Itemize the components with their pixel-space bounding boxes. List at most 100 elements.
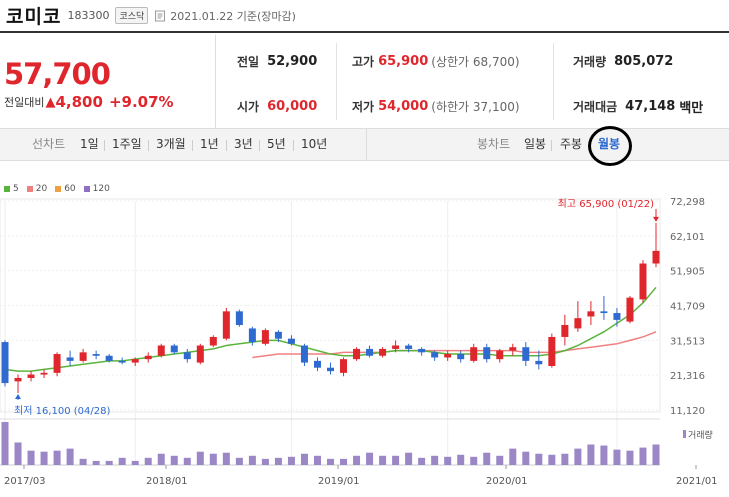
volume-label: 거래량 <box>688 429 713 441</box>
stat-amount-label: 거래대금 <box>573 99 618 114</box>
document-icon <box>155 10 166 21</box>
tab-line-1y[interactable]: 1년 <box>200 137 219 151</box>
volume-bar <box>1 422 9 465</box>
change-percent: +9.07% <box>108 93 174 111</box>
stat-open-value: 60,000 <box>267 98 318 114</box>
volume-bar <box>431 455 439 465</box>
candle-body <box>509 347 517 351</box>
volume-bar <box>353 455 361 465</box>
volume-bar <box>27 450 35 465</box>
tab-line-5y[interactable]: 5년 <box>267 137 286 151</box>
candle-body <box>496 350 504 360</box>
candle-body <box>27 374 35 378</box>
volume-bar <box>92 460 100 465</box>
volume-bar <box>392 455 400 465</box>
y-tick-label: 51,905 <box>670 267 705 278</box>
candle-body <box>353 348 361 360</box>
tab-line-3y[interactable]: 3년 <box>234 137 253 151</box>
volume-bar <box>522 451 530 465</box>
candle-body <box>639 263 647 300</box>
stat-open-label: 시가 <box>237 99 260 114</box>
candle-body <box>209 336 217 346</box>
candle-body <box>535 360 543 365</box>
volume-bar <box>574 448 582 465</box>
volume-bar <box>587 444 595 465</box>
stat-high-label: 고가 <box>352 54 375 69</box>
change-value: 4,800 <box>55 93 103 111</box>
candle-body <box>274 331 282 339</box>
candle-body <box>483 347 491 360</box>
up-arrow-icon: ▲ <box>45 94 56 110</box>
line-chart-label[interactable]: 선차트 <box>32 137 66 151</box>
candle-body <box>105 355 113 361</box>
price-panel: 57,700 전일대비 ▲ 4,800 +9.07% <box>0 35 216 128</box>
candle-body <box>405 345 413 349</box>
volume-bar <box>405 452 413 465</box>
candle-body <box>522 347 530 361</box>
volume-bar <box>196 451 204 465</box>
volume-bar <box>548 454 556 465</box>
volume-bar <box>53 450 61 465</box>
tab-line-10y[interactable]: 10년 <box>301 137 328 151</box>
tab-candle-weekly[interactable]: 주봉 <box>560 137 583 151</box>
volume-bar <box>327 458 334 465</box>
price-change: 전일대비 ▲ 4,800 +9.07% <box>4 93 174 111</box>
y-tick-label: 21,316 <box>670 371 705 382</box>
volume-bar <box>483 452 491 465</box>
candle-body <box>613 313 621 320</box>
candle-body <box>79 352 87 361</box>
volume-bar <box>170 455 178 465</box>
stat-volume: 거래량 805,072 <box>573 38 673 84</box>
stat-volume-value: 805,072 <box>614 53 674 69</box>
candle-body <box>444 354 452 358</box>
divider <box>336 43 337 120</box>
candle-body <box>261 330 269 344</box>
stat-low-value: 54,000 <box>378 98 429 114</box>
volume-bar <box>118 457 126 465</box>
y-tick-label: 31,513 <box>670 336 705 347</box>
volume-bar <box>40 451 48 465</box>
candle-body <box>574 318 582 329</box>
candle-body <box>379 348 387 356</box>
volume-bar <box>235 457 243 465</box>
candle-body <box>235 311 243 326</box>
tab-candle-daily[interactable]: 일봉 <box>524 137 547 151</box>
candle-body <box>1 342 9 384</box>
volume-bar <box>14 442 22 465</box>
tab-candle-monthly[interactable]: 월봉 <box>598 137 621 151</box>
candle-body <box>170 345 178 353</box>
stat-low-label: 저가 <box>352 99 375 114</box>
low-annotation: 최저 16,100 (04/28) <box>14 405 110 417</box>
chart-period-tabs: 선차트 1일 1주일 3개월 1년 3년 5년 10년 봉차트 일봉 주봉 월봉 <box>0 128 729 161</box>
candle-body <box>287 338 295 344</box>
stock-code: 183300 <box>67 9 110 22</box>
candle-body <box>418 348 426 353</box>
volume-bar <box>287 456 295 465</box>
candle-chart-label[interactable]: 봉차트 <box>477 137 511 151</box>
high-arrow-head <box>653 216 659 222</box>
candle-body <box>144 355 152 360</box>
plot-frame <box>0 198 661 413</box>
tab-line-1d[interactable]: 1일 <box>80 137 99 151</box>
candle-body <box>183 352 191 360</box>
x-tick-label: 2019/01 <box>318 476 360 487</box>
candle-body <box>652 250 660 264</box>
divider <box>553 43 554 120</box>
candle-body <box>327 367 334 372</box>
candle-body <box>40 372 48 375</box>
candle-body <box>392 345 400 349</box>
stat-high-value: 65,900 <box>378 53 429 69</box>
change-label: 전일대비 <box>4 96 45 109</box>
tab-line-1w[interactable]: 1주일 <box>112 137 142 151</box>
volume-bar <box>261 458 269 465</box>
base-date: 2021.01.22 기준(장마감) <box>170 9 296 23</box>
y-tick-label: 41,709 <box>670 302 705 313</box>
volume-bar <box>626 450 634 465</box>
stat-prev-label: 전일 <box>237 54 260 69</box>
volume-bar <box>496 455 504 465</box>
candle-body <box>222 311 230 339</box>
volume-bar <box>418 457 426 465</box>
candle-body <box>366 348 374 356</box>
candle-body <box>196 345 204 363</box>
tab-line-3m[interactable]: 3개월 <box>156 137 186 151</box>
